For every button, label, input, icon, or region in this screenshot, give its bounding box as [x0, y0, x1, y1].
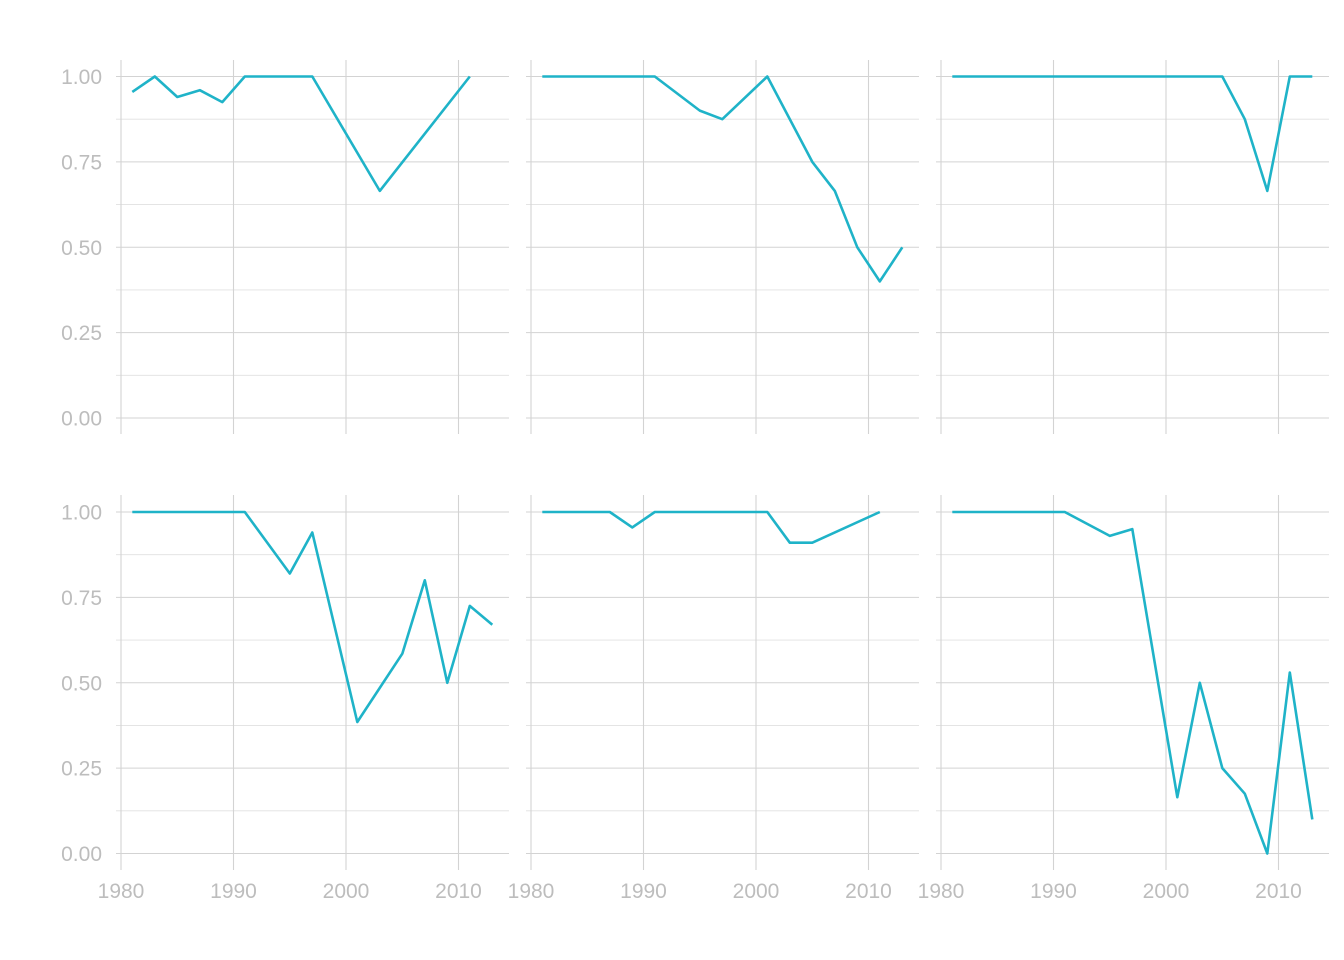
x-tick-label: 2010: [435, 880, 482, 903]
series-line: [952, 75, 1313, 193]
y-tick-label: 0.75: [61, 587, 102, 610]
x-tick-label: 2000: [323, 880, 370, 903]
y-tick-label: 0.50: [61, 672, 102, 695]
series-line: [131, 75, 471, 193]
y-tick-label: 0.00: [61, 843, 102, 866]
x-tick-label: 1990: [620, 880, 667, 903]
x-tick-label: 2010: [845, 880, 892, 903]
facet-panel-4: 0.00 0.25 0.50 0.75 1.00 1980 1990 2000 2010: [61, 495, 509, 903]
x-tick-label: 2000: [1143, 880, 1190, 903]
x-tick-label: 1980: [508, 880, 555, 903]
facet-panel-2: [526, 60, 919, 434]
y-tick-label: 0.25: [61, 758, 102, 781]
y-tick-label: 0.00: [61, 408, 102, 431]
series-line: [542, 510, 881, 545]
facet-panel-3: [936, 60, 1329, 434]
y-tick-label: 0.75: [61, 151, 102, 174]
x-tick-label: 1990: [210, 880, 257, 903]
x-tick-label: 1980: [918, 880, 965, 903]
series-line: [132, 510, 494, 724]
series-line: [952, 510, 1314, 855]
y-tick-label: 1.00: [61, 66, 102, 89]
y-tick-label: 0.25: [61, 322, 102, 345]
y-tick-label: 1.00: [61, 502, 102, 525]
facet-panel-5: 1980 1990 2000 2010: [508, 495, 919, 903]
x-tick-label: 2000: [733, 880, 780, 903]
x-tick-label: 1990: [1030, 880, 1077, 903]
facet-panel-6: 1980 1990 2000 2010: [918, 495, 1329, 903]
x-tick-label: 2010: [1255, 880, 1302, 903]
series-line: [542, 75, 904, 283]
x-tick-label: 1980: [98, 880, 145, 903]
y-tick-label: 0.50: [61, 237, 102, 260]
facet-panel-1: 0.00 0.25 0.50 0.75 1.00: [61, 60, 509, 434]
